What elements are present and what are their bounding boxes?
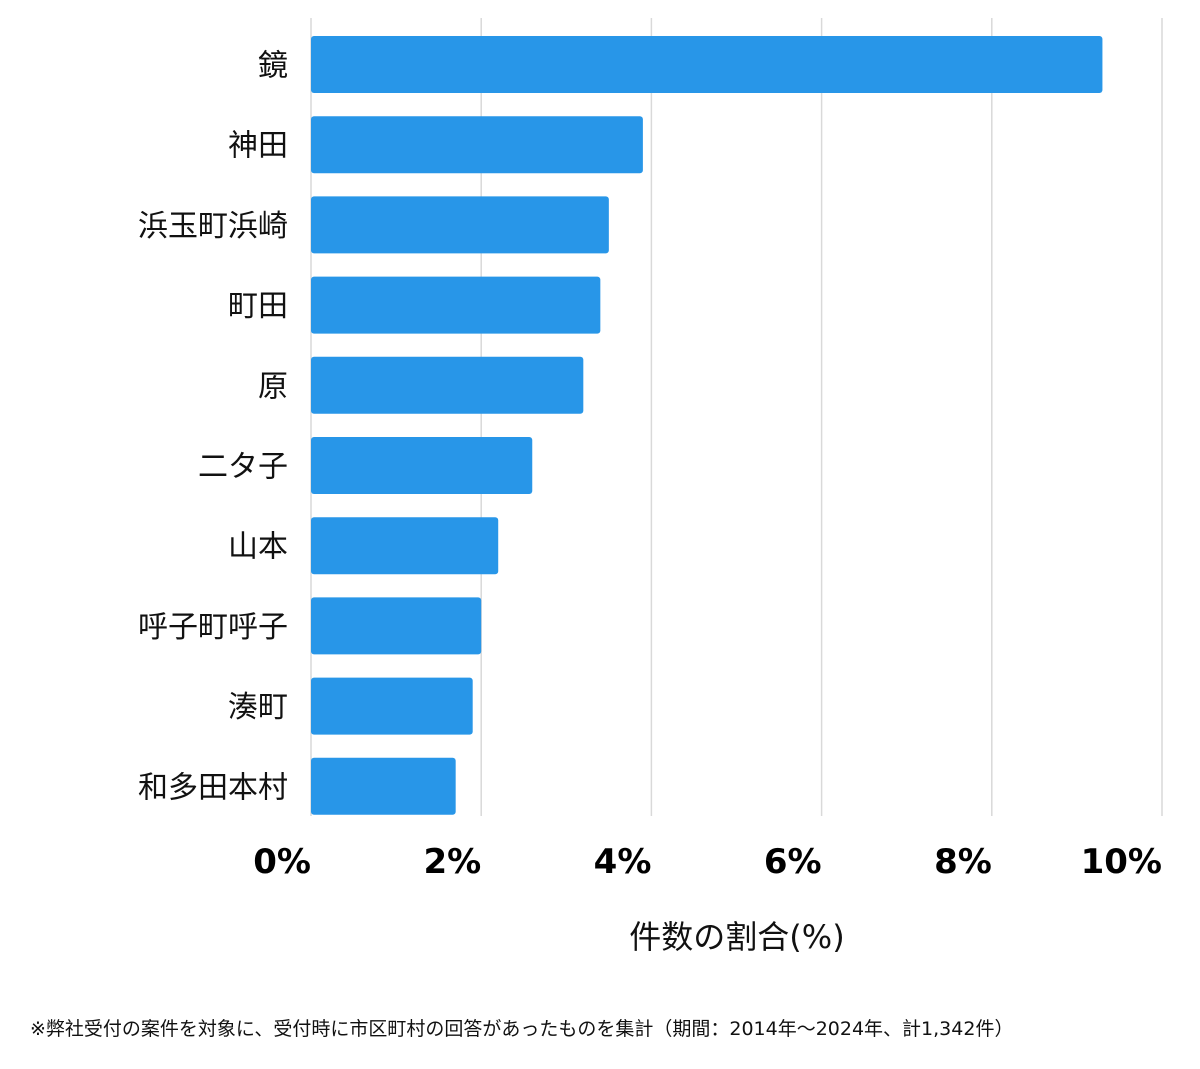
category-label-0: 鏡 [258, 49, 288, 84]
category-label-5: 二タ子 [198, 450, 288, 485]
x-tick-labels: 0% 2% 4% 6% 8% 10% [253, 842, 1162, 882]
x-tick-label-10: 10% [1081, 842, 1162, 882]
category-label-8: 湊町 [228, 690, 288, 725]
footnote: ※弊社受付の案件を対象に、受付時に市区町村の回答があったものを集計（期間：201… [30, 1018, 1014, 1040]
bar-0 [311, 36, 1103, 93]
bars [311, 36, 1103, 815]
category-label-3: 町田 [228, 289, 288, 324]
bar-3 [311, 276, 601, 334]
bar-5 [311, 437, 533, 494]
bar-4 [311, 356, 584, 414]
category-label-2: 浜玉町浜崎 [138, 209, 288, 244]
bar-6 [311, 517, 499, 575]
bar-8 [311, 677, 473, 735]
bar-2 [311, 196, 609, 254]
bar-1 [311, 116, 643, 174]
bar-7 [311, 597, 482, 655]
category-label-1: 神田 [228, 129, 288, 164]
category-label-4: 原 [258, 369, 288, 404]
category-label-9: 和多田本村 [138, 770, 288, 805]
x-axis-title: 件数の割合(%) [629, 918, 844, 956]
x-tick-label-8: 8% [934, 842, 992, 882]
x-tick-label-6: 6% [764, 842, 822, 882]
x-tick-label-0: 0% [253, 842, 311, 882]
category-label-6: 山本 [228, 530, 288, 565]
bar-9 [311, 757, 456, 815]
x-tick-label-2: 2% [423, 842, 481, 882]
x-tick-label-4: 4% [594, 842, 652, 882]
category-label-7: 呼子町呼子 [138, 610, 288, 645]
